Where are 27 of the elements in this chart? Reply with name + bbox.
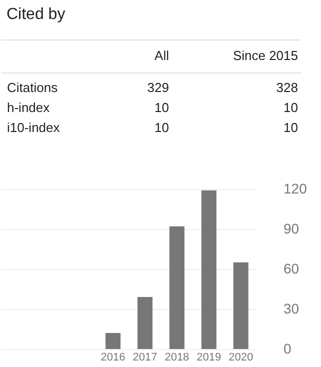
text: i10-index (7, 120, 60, 135)
text: Cited by (6, 6, 66, 23)
x-tick-label: 2020 (228, 352, 254, 364)
text: All (154, 48, 170, 63)
y-tick-label: 30 (284, 300, 300, 316)
x-tick-label: 2018 (164, 352, 190, 364)
x-tick-label: 2016 (100, 352, 126, 364)
x-tick-label: 2017 (132, 352, 158, 364)
bar (137, 297, 152, 349)
text: 10 (284, 100, 298, 115)
bar (201, 190, 216, 349)
text: 10 (284, 120, 298, 135)
y-tick-label: 60 (284, 260, 300, 276)
text: 329 (147, 80, 169, 95)
text: 10 (154, 120, 169, 135)
text: 10 (154, 100, 169, 115)
bar (169, 226, 184, 349)
text: Since 2015 (232, 48, 298, 63)
y-tick-label: 120 (284, 180, 308, 196)
y-tick-label: 0 (284, 340, 292, 356)
x-tick-label: 2019 (196, 352, 222, 364)
text: h-index (7, 100, 50, 115)
text: Citations (7, 80, 58, 95)
bar (106, 333, 121, 349)
text: 328 (276, 80, 298, 95)
bar (233, 262, 248, 349)
y-tick-label: 90 (284, 220, 300, 236)
